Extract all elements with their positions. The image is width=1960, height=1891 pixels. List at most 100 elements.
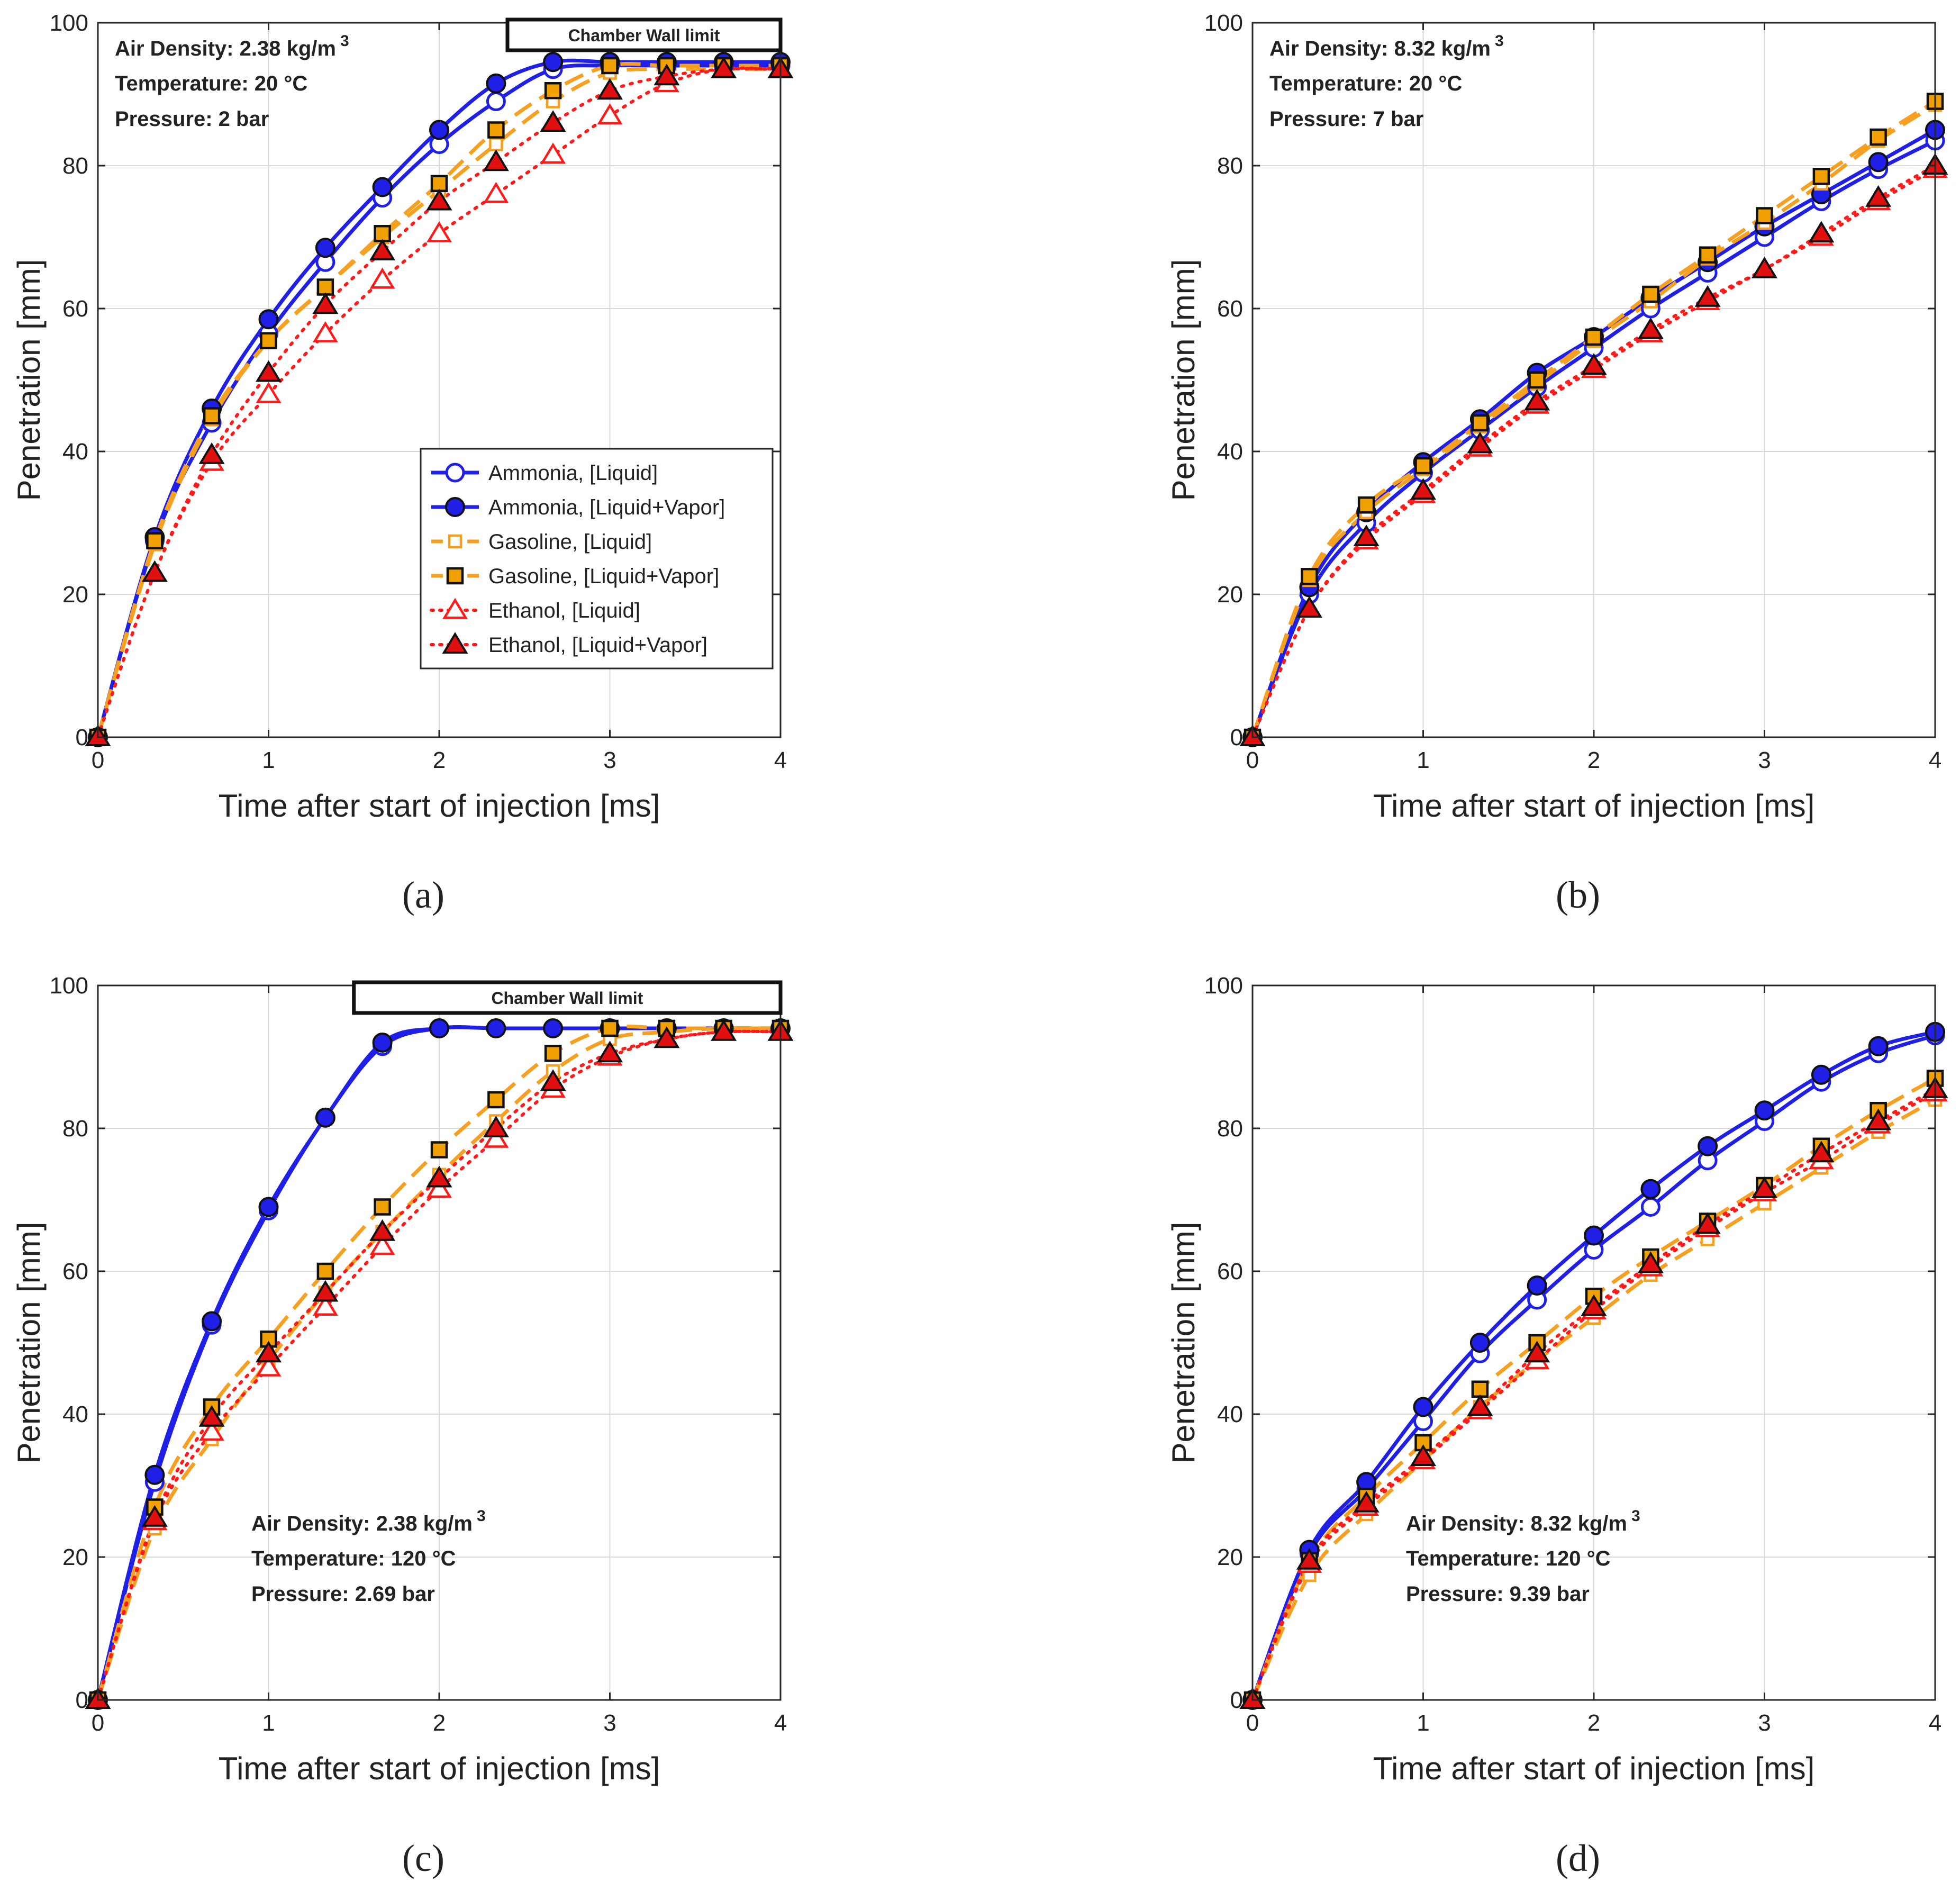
data-point-ethanol [1410,478,1437,500]
data-point-ammonia [1811,1064,1831,1085]
legend-entry-label: Ethanol, [Liquid+Vapor] [488,634,707,657]
data-point-ethanol [1581,1294,1607,1316]
data-point-ethanol [312,292,339,314]
data-point-ethanol [1410,1444,1437,1466]
data-point-ammonia [315,238,335,258]
y-axis-label: Penetration [mm] [1166,259,1201,501]
data-point-ethanol [312,321,338,342]
data-point-gasoline [487,1091,505,1109]
data-point-ethanol [483,1116,509,1137]
y-tick-label: 40 [62,1401,88,1427]
series-line-gasoline-liquid-vapor [96,1025,781,1700]
data-point-gasoline [487,121,505,139]
chamber-wall-limit-box [505,17,783,52]
x-tick-label: 1 [262,1710,275,1736]
info-temperature: Temperature: 20 °C [1269,72,1462,95]
y-axis-label: Penetration [mm] [11,259,47,501]
data-point-ethanol [141,1505,168,1527]
legend-entry-label: Ethanol, [Liquid] [488,599,640,622]
y-tick-label: 60 [1217,296,1243,322]
air-density-superscript: 3 [1631,1507,1640,1525]
data-point-ethanol [1865,185,1892,207]
data-point-ethanol [255,360,282,382]
y-tick-label: 0 [1230,725,1243,750]
data-point-gasoline [544,82,562,99]
data-point-ethanol [369,267,395,289]
legend-entry-label: Ammonia, [Liquid] [488,462,658,485]
chamber-wall-limit-label: Chamber Wall limit [568,26,720,45]
data-point-ammonia [1868,1036,1889,1056]
data-point-gasoline [601,57,619,75]
data-point-ammonia [486,92,506,111]
data-point-ethanol [711,56,737,78]
data-point-ethanol [540,142,566,164]
y-tick-label: 20 [62,1544,88,1570]
info-air-density: Air Density: 2.38 kg/m 3 [251,1507,486,1535]
data-point-ethanol [1296,596,1322,618]
y-tick-label: 0 [76,725,88,750]
air-density-superscript: 3 [1495,32,1504,50]
x-tick-label: 1 [262,747,275,773]
data-point-ammonia [1584,1225,1604,1246]
info-air-density: Air Density: 8.32 kg/m 3 [1406,1507,1640,1535]
data-point-ammonia [315,1107,335,1128]
data-point-gasoline [316,1262,334,1280]
data-point-ethanol [1694,1212,1721,1234]
data-point-ammonia [1868,152,1889,173]
data-point-ethanol [1694,285,1721,307]
info-pressure: Pressure: 7 bar [1269,107,1423,131]
data-point-ethanol [369,1219,396,1241]
data-point-ethanol [596,1040,623,1063]
data-point-ammonia [429,120,449,140]
x-tick-label: 4 [1929,747,1941,773]
chamber-wall-limit-label: Chamber Wall limit [491,989,643,1008]
data-point-ethanol [427,221,452,242]
x-tick-label: 1 [1417,747,1429,773]
legend-entry-label: Gasoline, [Liquid] [488,530,652,554]
x-tick-label: 3 [1758,747,1771,773]
data-point-gasoline [146,532,164,549]
data-point-ethanol [426,1165,452,1188]
data-point-ethanol [141,560,168,582]
y-tick-label: 40 [1217,1401,1243,1427]
data-point-ammonia [543,1018,564,1038]
y-tick-label: 40 [62,439,88,465]
legend-marker-gasoline [448,534,462,549]
y-tick-label: 100 [1204,10,1243,36]
data-point-ethanol [1296,1548,1322,1570]
data-point-ethanol [654,1026,680,1048]
x-tick-label: 0 [1246,1710,1259,1736]
data-point-ethanol [199,1419,225,1441]
y-tick-label: 60 [1217,1259,1243,1284]
x-tick-label: 3 [1758,1710,1771,1736]
data-point-ammonia [1469,1333,1490,1353]
legend-entry-label: Ammonia, [Liquid+Vapor] [488,496,725,519]
panel-label: (c) [402,1837,444,1879]
data-point-gasoline [1528,371,1546,389]
data-point-ammonia [1698,1136,1718,1156]
air-density-text: Air Density: 8.32 kg/m [1269,37,1491,60]
air-density-text: Air Density: 2.38 kg/m [251,1512,473,1535]
y-tick-label: 100 [1204,973,1243,999]
x-tick-label: 2 [1587,747,1600,773]
series-line-ethanol-liquid-vapor [1251,1087,1937,1702]
data-point-ethanol [1467,1394,1493,1416]
data-point-ammonia [1640,1179,1661,1199]
series-line-ethanol-liquid [96,66,782,739]
data-point-ammonia [144,1464,165,1485]
chamber-wall-limit-box [352,980,783,1015]
data-point-ethanol [312,1280,339,1302]
data-point-ammonia [372,1033,393,1053]
data-point-ammonia [258,309,279,330]
info-temperature: Temperature: 120 °C [1406,1547,1611,1570]
panel-label: (d) [1556,1837,1600,1879]
air-density-text: Air Density: 2.38 kg/m [115,37,336,60]
data-point-ethanol [426,188,452,211]
y-tick-label: 80 [1217,1116,1243,1142]
panel-label: (b) [1556,874,1600,916]
series-line-ammonia-liquid [1250,1034,1936,1701]
y-tick-label: 20 [1217,1544,1243,1570]
data-point-gasoline [260,332,277,349]
